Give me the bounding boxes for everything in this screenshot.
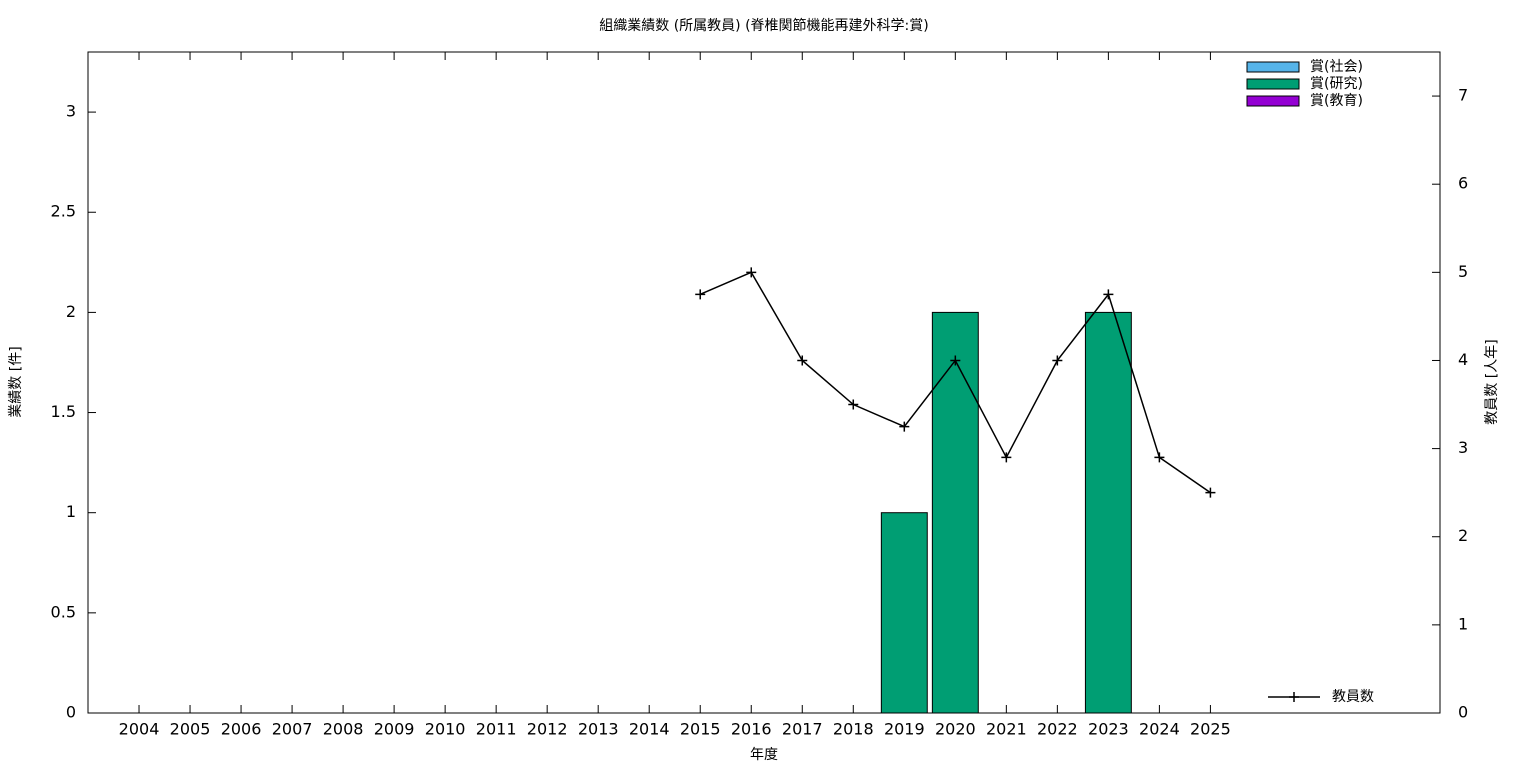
x-tick-label: 2015 [680, 720, 721, 739]
point [797, 355, 808, 366]
x-tick-label: 2006 [221, 720, 262, 739]
x-tick-label: 2014 [629, 720, 670, 739]
point [1205, 487, 1216, 498]
x-tick-label: 2010 [425, 720, 466, 739]
bar [1084, 311, 1132, 714]
plot-frame [87, 51, 1441, 714]
x-tick-label: 2019 [884, 720, 925, 739]
y-tick-label: 3 [66, 102, 76, 121]
y-axis-label: 業績数 [件] [8, 346, 24, 417]
y2-tick-label: 5 [1458, 262, 1468, 281]
x-tick-label: 2009 [374, 720, 415, 739]
x-tick-label: 2025 [1190, 720, 1231, 739]
x-axis-label: 年度 [750, 747, 778, 763]
y-tick-label: 2 [66, 302, 76, 321]
legend-swatch [1246, 61, 1300, 73]
y-tick-label: 2.5 [51, 202, 76, 221]
y2-tick-label: 4 [1458, 350, 1468, 369]
point [746, 267, 757, 278]
bar [931, 311, 979, 714]
point [899, 421, 910, 432]
chart-title: 組織業績数 (所属教員) (脊椎関節機能再建外科学:賞) [599, 17, 928, 34]
x-tick-label: 2013 [578, 720, 619, 739]
y2-tick-label: 0 [1458, 703, 1468, 722]
legend-swatch [1289, 692, 1299, 702]
y-tick-label: 0.5 [51, 602, 76, 621]
point [1103, 289, 1114, 300]
x-tick-label: 2018 [833, 720, 874, 739]
x-tick-label: 2012 [527, 720, 568, 739]
legend-swatch [1246, 78, 1300, 90]
point [848, 399, 859, 410]
point [1001, 452, 1012, 463]
x-tick-label: 2020 [935, 720, 976, 739]
x-tick-label: 2021 [986, 720, 1027, 739]
y-tick-label: 1.5 [51, 402, 76, 421]
point [1154, 452, 1165, 463]
y2-tick-label: 1 [1458, 614, 1468, 633]
y-tick-label: 0 [66, 703, 76, 722]
point [695, 289, 706, 300]
legend-swatch [1246, 95, 1300, 107]
point [950, 355, 961, 366]
bar [880, 512, 928, 714]
x-tick-label: 2024 [1139, 720, 1180, 739]
legend-label: 賞(社会) [1310, 59, 1363, 75]
legend-label: 賞(研究) [1310, 76, 1363, 92]
x-tick-label: 2004 [119, 720, 160, 739]
y2-tick-label: 6 [1458, 174, 1468, 193]
x-tick-label: 2022 [1037, 720, 1078, 739]
y2-tick-label: 3 [1458, 438, 1468, 457]
y2-tick-label: 7 [1458, 86, 1468, 105]
x-tick-label: 2008 [323, 720, 364, 739]
x-tick-label: 2023 [1088, 720, 1129, 739]
x-tick-label: 2005 [170, 720, 211, 739]
y-tick-label: 1 [66, 502, 76, 521]
legend-label: 賞(教育) [1310, 93, 1363, 109]
y2-axis-label: 教員数 [人年] [1484, 339, 1500, 424]
point [1052, 355, 1063, 366]
y2-tick-label: 2 [1458, 526, 1468, 545]
legend-label: 教員数 [1332, 689, 1374, 705]
x-tick-label: 2017 [782, 720, 823, 739]
x-tick-label: 2016 [731, 720, 772, 739]
x-tick-label: 2011 [476, 720, 517, 739]
x-tick-label: 2007 [272, 720, 313, 739]
